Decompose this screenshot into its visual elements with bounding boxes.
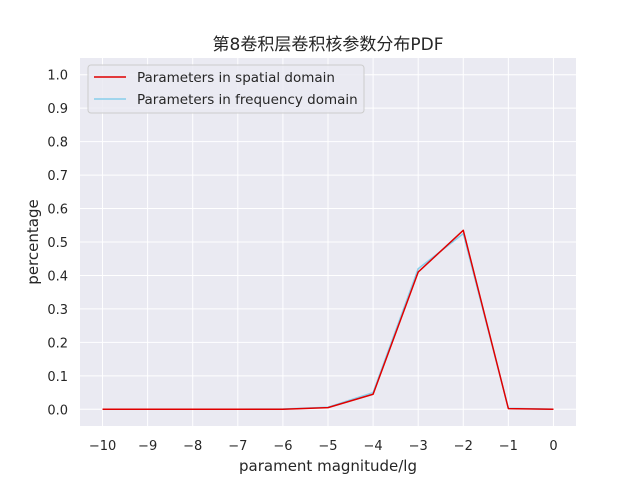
x-axis-label: parament magnitude/lg [239, 457, 417, 475]
y-tick-label: 0.9 [47, 102, 68, 117]
chart-title: 第8卷积层卷积核参数分布PDF [213, 35, 444, 55]
y-tick-label: 0.6 [47, 203, 68, 218]
x-tick-label: 0 [549, 439, 557, 454]
series-layer [102, 229, 554, 411]
y-tick-label: 0.0 [47, 403, 68, 418]
x-tick-label: −2 [454, 439, 473, 454]
x-tick-label: −1 [499, 439, 518, 454]
y-tick-label: 0.5 [47, 236, 68, 251]
x-tick-label: −7 [228, 439, 247, 454]
x-tick-label: −5 [318, 439, 337, 454]
y-tick-label: 1.0 [47, 69, 68, 84]
legend-box [87, 64, 365, 114]
legend-label-spatial: Parameters in spatial domain [137, 70, 335, 86]
x-tick-label: −9 [138, 439, 157, 454]
tick-labels: −10 −9 −8 −7 −6 −5 −4 −3 −2 −1 00.00.10.20.30.40.5… [47, 69, 557, 454]
series-line-spatial [102, 229, 554, 411]
y-tick-label: 0.3 [47, 303, 68, 318]
y-tick-label: 0.2 [47, 336, 68, 351]
x-tick-label: −4 [364, 439, 383, 454]
y-tick-label: 0.4 [47, 269, 68, 284]
y-tick-label: 0.1 [47, 370, 68, 385]
x-tick-label: −6 [273, 439, 292, 454]
y-tick-label: 0.8 [47, 136, 68, 151]
legend-label-frequency: Parameters in frequency domain [137, 92, 358, 108]
legend: Parameters in spatial domain Parameters … [87, 64, 365, 114]
x-tick-label: −8 [183, 439, 202, 454]
x-tick-label: −3 [409, 439, 428, 454]
y-tick-label: 0.7 [47, 169, 68, 184]
x-tick-label: −10 [89, 439, 116, 454]
y-axis-label: percentage [24, 199, 42, 284]
